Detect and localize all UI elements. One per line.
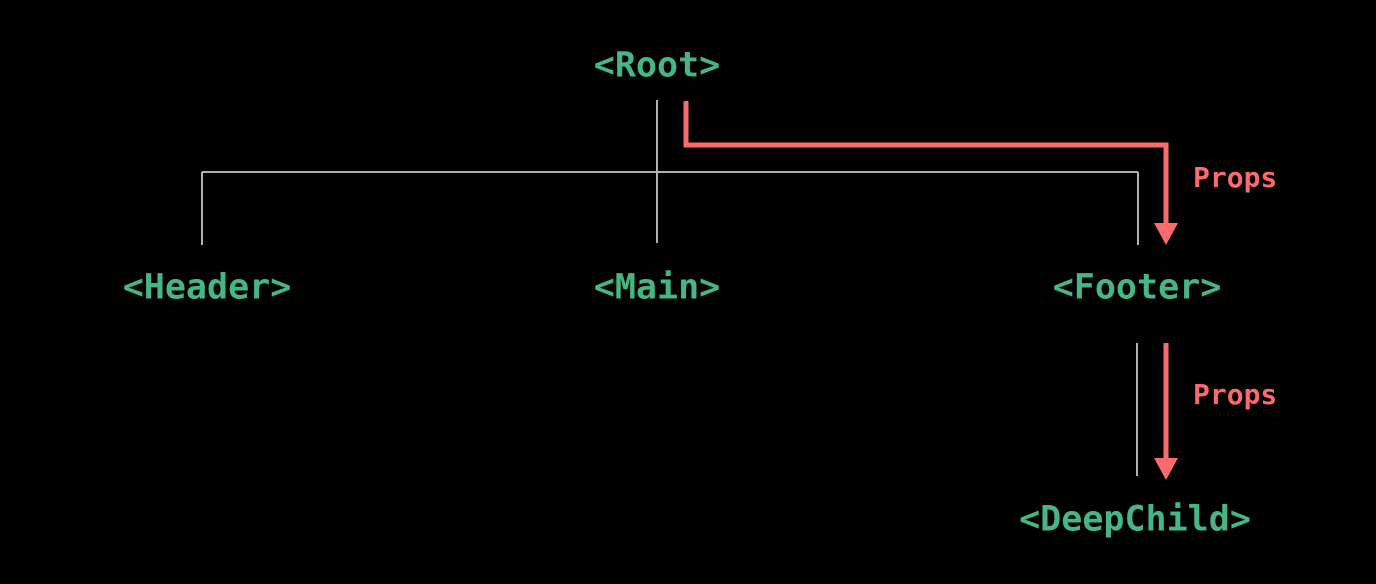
props-arrowhead-footer-to-deepchild	[1154, 458, 1178, 480]
node-footer: <Footer>	[1052, 267, 1222, 308]
node-header: <Header>	[122, 267, 292, 308]
node-main: <Main>	[593, 267, 721, 308]
props-label-root-to-footer: Props	[1193, 161, 1278, 194]
props-arrow-root-to-footer	[683, 101, 1169, 226]
props-label-footer-to-deepchild: Props	[1193, 378, 1278, 411]
node-deepchild: <DeepChild>	[1019, 499, 1251, 540]
props-arrowhead-root-to-footer	[1154, 223, 1178, 245]
node-root: <Root>	[593, 45, 721, 86]
